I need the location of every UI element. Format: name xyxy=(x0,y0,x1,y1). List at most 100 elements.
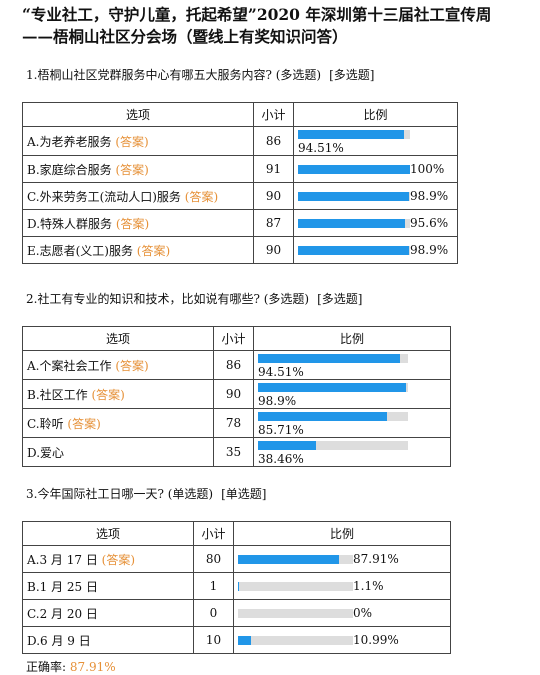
row: A.为老养老服务 (答案) 86 94.51% xyxy=(22,126,458,156)
question: 3.今年国际社工日哪一天? (单选题) [单选题] xyxy=(26,485,266,502)
bar-track xyxy=(258,383,408,392)
row: A.个案社会工作 (答案) 86 94.51% xyxy=(22,350,451,380)
ratio-label: 85.71% xyxy=(258,423,304,437)
question-kind: [单选题] xyxy=(221,487,267,501)
header-cell: 比例 xyxy=(233,521,451,546)
header-row: 选项 小计 比例 xyxy=(22,102,458,127)
count: 78 xyxy=(213,408,254,438)
header-cell: 比例 xyxy=(253,326,451,351)
answer-tag: (答案) xyxy=(115,162,149,177)
count: 86 xyxy=(253,126,294,156)
ratio-cell: 10.99% xyxy=(233,626,451,654)
row: B.社区工作 (答案) 90 98.9% xyxy=(22,379,451,409)
row: D.6 月 9 日 10 10.99% xyxy=(22,626,451,654)
answer-tag: (答案) xyxy=(67,416,101,431)
bar xyxy=(298,192,409,201)
row: C.聆听 (答案) 78 85.71% xyxy=(22,408,451,438)
option: C.2 月 20 日 xyxy=(27,606,98,621)
title: “专业社工，守护儿童，托起希望”2020 年深圳第十三届社工宣传周——梧桐山社区… xyxy=(22,5,492,46)
count: 35 xyxy=(213,437,254,467)
ratio-cell: 0% xyxy=(233,599,451,627)
ratio-label: 100% xyxy=(410,162,445,176)
answer-tag: (答案) xyxy=(136,243,171,258)
ratio-cell: 38.46% xyxy=(253,437,451,467)
answer-tag: (答案) xyxy=(115,216,150,231)
option-cell: C.聆听 (答案) xyxy=(22,408,214,438)
count: 90 xyxy=(213,379,254,409)
bar-track xyxy=(298,219,410,228)
count: 90 xyxy=(253,182,294,210)
ratio-cell: 98.9% xyxy=(253,379,451,409)
bar-track xyxy=(298,192,410,201)
option-cell: A.个案社会工作 (答案) xyxy=(22,350,214,380)
header-cell: 选项 xyxy=(22,521,194,546)
ratio-label: 94.51% xyxy=(258,365,304,379)
header-cell: 选项 xyxy=(22,102,254,127)
count: 90 xyxy=(253,236,294,264)
row: B.家庭综合服务 (答案) 91 100% xyxy=(22,155,458,183)
count: 0 xyxy=(193,599,234,627)
ratio-cell: 95.6% xyxy=(293,209,458,237)
option: A.为老养老服务 xyxy=(27,134,112,149)
ratio-label: 98.9% xyxy=(258,394,297,408)
option-cell: B.社区工作 (答案) xyxy=(22,379,214,409)
question-text: 1.梧桐山社区党群服务中心有哪五大服务内容? (多选题) xyxy=(26,68,322,82)
bar-track xyxy=(258,412,408,421)
header-cell: 比例 xyxy=(293,102,458,127)
bar xyxy=(258,412,387,421)
bar xyxy=(298,246,409,255)
ratio-cell: 94.51% xyxy=(293,126,458,156)
accuracy-value: 87.91% xyxy=(69,660,116,674)
option-cell: C.2 月 20 日 xyxy=(22,599,194,627)
option: A.个案社会工作 xyxy=(27,358,112,373)
bar-track xyxy=(238,609,353,618)
bar xyxy=(298,165,410,174)
option: D.特殊人群服务 xyxy=(27,216,113,231)
question: 1.梧桐山社区党群服务中心有哪五大服务内容? (多选题) [多选题] xyxy=(26,66,374,83)
ratio-label: 10.99% xyxy=(353,633,399,647)
bar xyxy=(258,441,316,450)
option-cell: A.3 月 17 日 (答案) xyxy=(22,545,194,573)
bar xyxy=(238,582,240,591)
bar-track xyxy=(298,246,410,255)
row: C.2 月 20 日 0 0% xyxy=(22,599,451,627)
row: A.3 月 17 日 (答案) 80 87.91% xyxy=(22,545,451,573)
count: 10 xyxy=(193,626,234,654)
option: B.1 月 25 日 xyxy=(27,579,98,594)
row: D.特殊人群服务 (答案) 87 95.6% xyxy=(22,209,458,237)
option-cell: A.为老养老服务 (答案) xyxy=(22,126,254,156)
count: 87 xyxy=(253,209,294,237)
answer-tag: (答案) xyxy=(184,189,219,204)
bar-track xyxy=(298,130,410,139)
table: 选项 小计 比例 A.个案社会工作 (答案) 86 94.51% B.社区工作 (答案) 90… xyxy=(22,326,451,467)
answer-tag: (答案) xyxy=(115,358,149,373)
accuracy: 正确率: 87.91% xyxy=(26,658,116,675)
header-cell: 小计 xyxy=(193,521,234,546)
count: 80 xyxy=(193,545,234,573)
option: D.爱心 xyxy=(27,445,65,460)
question-kind: [多选题] xyxy=(329,68,375,82)
ratio-cell: 85.71% xyxy=(253,408,451,438)
row: E.志愿者(义工)服务 (答案) 90 98.9% xyxy=(22,236,458,264)
ratio-cell: 94.51% xyxy=(253,350,451,380)
answer-tag: (答案) xyxy=(101,552,136,567)
ratio-label: 0% xyxy=(353,606,373,620)
answer-tag: (答案) xyxy=(91,387,125,402)
bar-track xyxy=(238,555,353,564)
option-cell: B.家庭综合服务 (答案) xyxy=(22,155,254,183)
option: C.聆听 xyxy=(27,416,64,431)
bar-track xyxy=(238,582,353,591)
option: B.家庭综合服务 xyxy=(27,162,112,177)
ratio-cell: 87.91% xyxy=(233,545,451,573)
row: C.外来劳务工(流动人口)服务 (答案) 90 98.9% xyxy=(22,182,458,210)
header-row: 选项 小计 比例 xyxy=(22,326,451,351)
bar-track xyxy=(258,441,408,450)
bar-track xyxy=(258,354,408,363)
header-row: 选项 小计 比例 xyxy=(22,521,451,546)
ratio-label: 98.9% xyxy=(410,189,449,203)
bar xyxy=(298,219,406,228)
option: A.3 月 17 日 xyxy=(27,552,98,567)
header-cell: 选项 xyxy=(22,326,214,351)
ratio-label: 94.51% xyxy=(298,141,344,155)
